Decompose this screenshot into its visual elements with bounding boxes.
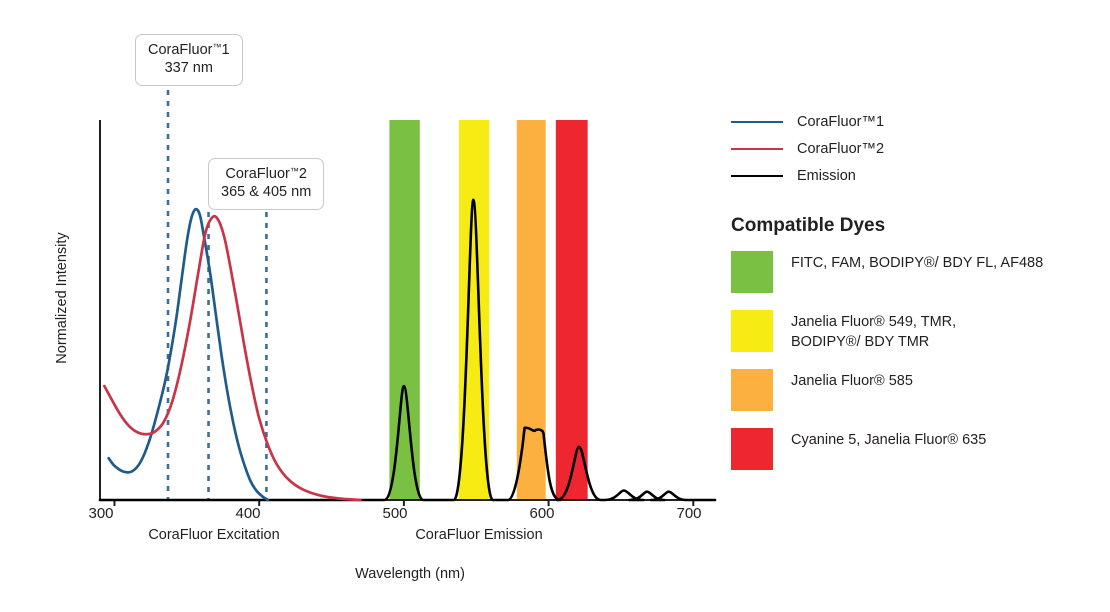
region-label-emission: CoraFluor Emission (415, 527, 543, 543)
legend-label-emission: Emission (797, 167, 856, 184)
legend-label-corafluor2: CoraFluor™2 (797, 140, 885, 157)
callout-corafluor1-title: CoraFluor™1 (148, 42, 230, 59)
x-tick-300: 300 (88, 505, 114, 522)
dye-band-green (389, 120, 420, 500)
x-tick-500: 500 (382, 505, 408, 522)
x-axis-label: Wavelength (nm) (355, 566, 465, 582)
emission-curve (98, 198, 717, 502)
callout-corafluor2-value: 365 & 405 nm (221, 183, 312, 200)
dye-row-red: Cyanine 5, Janelia Fluor® 635 (731, 428, 1101, 470)
legend-item-emission: Emission (731, 162, 1101, 189)
dye-row-green: FITC, FAM, BODIPY®/ BDY FL, AF488 (731, 251, 1101, 293)
dye-swatch-yellow (731, 310, 773, 352)
dye-band-red (555, 120, 588, 500)
y-axis-label: Normalized Intensity (54, 232, 70, 364)
legend-line-corafluor2 (731, 147, 783, 150)
dye-row-orange: Janelia Fluor® 585 (731, 369, 1101, 411)
legend-line-corafluor1 (731, 120, 783, 123)
x-tick-700: 700 (676, 505, 702, 522)
callout-corafluor2: CoraFluor™2 365 & 405 nm (208, 158, 325, 211)
legend-line-emission (731, 174, 783, 177)
dye-label-green: FITC, FAM, BODIPY®/ BDY FL, AF488 (791, 255, 1044, 271)
dye-label-orange: Janelia Fluor® 585 (791, 373, 913, 389)
dye-swatch-green (731, 251, 773, 293)
callout-corafluor2-title: CoraFluor™2 (225, 166, 307, 183)
compatible-dyes-title: Compatible Dyes (731, 215, 886, 236)
dye-label-yellow: Janelia Fluor® 549, TMR, BODIPY®/ BDY TM… (791, 314, 957, 350)
callout-corafluor1: CoraFluor™1 337 nm (135, 34, 243, 87)
legend-label-corafluor1: CoraFluor™1 (797, 113, 885, 130)
dye-band-orange (516, 120, 546, 500)
figure-side-panel: CoraFluor™1 CoraFluor™2 Emission Compati… (731, 108, 1101, 487)
legend-item-corafluor1: CoraFluor™1 (731, 108, 1101, 135)
region-label-excitation: CoraFluor Excitation (148, 527, 280, 543)
dye-swatch-orange (731, 369, 773, 411)
x-tick-600: 600 (529, 505, 555, 522)
legend-item-corafluor2: CoraFluor™2 (731, 135, 1101, 162)
callout-corafluor1-value: 337 nm (164, 59, 213, 76)
dye-row-yellow: Janelia Fluor® 549, TMR, BODIPY®/ BDY TM… (731, 310, 1101, 352)
dye-swatch-red (731, 428, 773, 470)
excitation-curve-corafluor1 (107, 207, 270, 502)
x-tick-400: 400 (235, 505, 261, 522)
dye-label-red: Cyanine 5, Janelia Fluor® 635 (791, 432, 987, 448)
excitation-curve-corafluor2 (102, 214, 362, 502)
